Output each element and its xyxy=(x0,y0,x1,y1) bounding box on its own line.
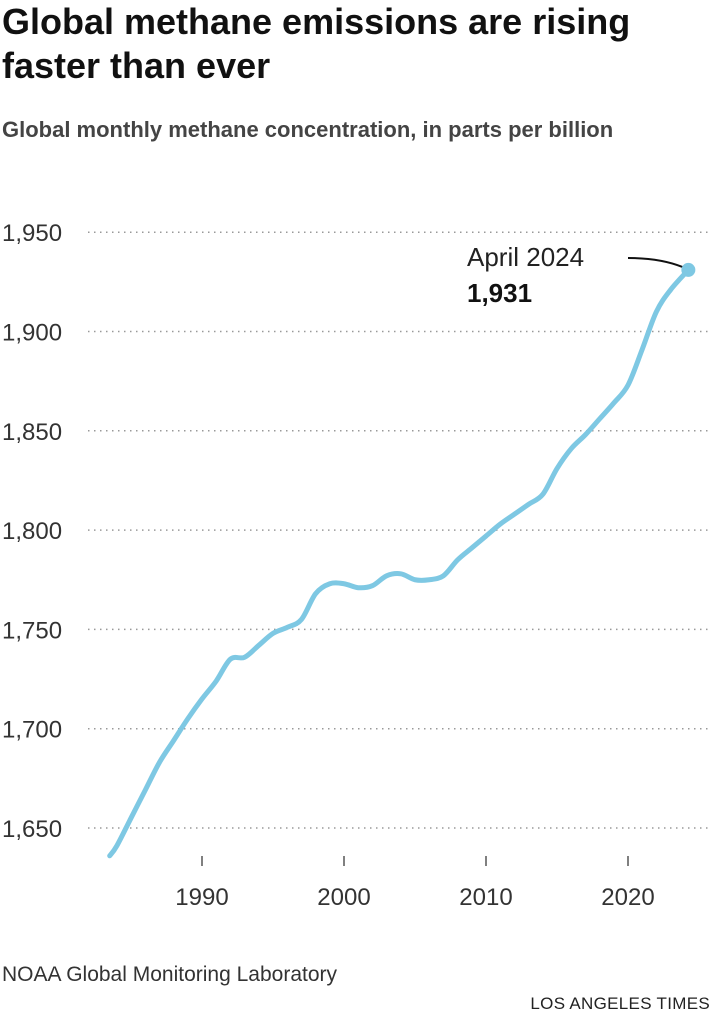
y-tick-label: 1,800 xyxy=(2,518,62,545)
x-tick-label: 2020 xyxy=(601,884,654,911)
methane-series-line xyxy=(107,267,691,859)
chart-subtitle: Global monthly methane concentration, in… xyxy=(2,117,614,142)
latest-value-marker xyxy=(681,262,696,277)
annotation-leader-line xyxy=(627,257,683,268)
y-tick-label: 1,700 xyxy=(2,717,62,744)
line-chart: 1,650 1,700 1,750 1,800 1,850 1,900 1,950 1990 2… xyxy=(2,220,712,911)
source-note: NOAA Global Monitoring Laboratory xyxy=(2,963,338,986)
y-tick-label: 1,950 xyxy=(2,220,62,247)
credit-logo: LOS ANGELES TIMES xyxy=(530,994,710,1013)
annotation-date: April 2024 xyxy=(467,242,584,272)
annotation-value: 1,931 xyxy=(467,278,532,308)
chart-title: Global methane emissions are rising fast… xyxy=(2,1,631,86)
x-tick-label: 1990 xyxy=(175,884,228,911)
y-tick-label: 1,750 xyxy=(2,617,62,644)
y-tick-label: 1,850 xyxy=(2,419,62,446)
y-tick-label: 1,900 xyxy=(2,320,62,347)
x-tick-label: 2000 xyxy=(317,884,370,911)
y-tick-label: 1,650 xyxy=(2,816,62,843)
x-tick-label: 2010 xyxy=(459,884,512,911)
